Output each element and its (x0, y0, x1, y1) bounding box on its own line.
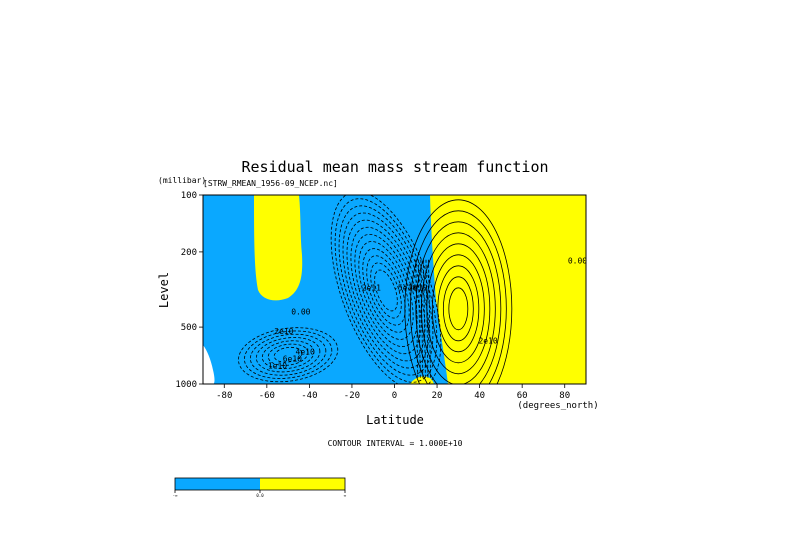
contour-negative (244, 330, 333, 379)
y-tick-label: 1000 (175, 380, 197, 390)
x-tick-label: -80 (216, 391, 232, 401)
contour-label: -5e10 (393, 283, 417, 292)
contour-label: 2e10 (478, 336, 497, 345)
y-tick-label: 100 (181, 191, 197, 201)
x-tick-label: 80 (559, 391, 570, 401)
contour-negative (420, 259, 424, 380)
contour-negative (330, 195, 442, 384)
y-tick-label: 200 (181, 248, 197, 258)
colorbar-negative (175, 478, 260, 490)
contour-positive (420, 232, 496, 384)
contour-label: 6e10 (283, 354, 302, 363)
contour-negative (423, 259, 426, 380)
contour-negative (366, 255, 406, 326)
positive-fill-region-southwest (203, 345, 215, 384)
x-tick-label: 40 (474, 391, 485, 401)
x-tick-label: 0 (392, 391, 397, 401)
contour-lines (238, 195, 513, 384)
contour-label: -2e11 (357, 283, 381, 292)
contour-label: 4e10 (296, 348, 315, 357)
chart-subtitle: [STRW_RMEAN_1956-09_NCEP.nc] (203, 179, 338, 188)
x-axis-label: Latitude (366, 413, 424, 427)
x-tick-label: -20 (344, 391, 360, 401)
contour-negative (362, 248, 410, 333)
contour-positive (437, 265, 480, 353)
contour-negative (267, 343, 309, 366)
contour-negative (358, 241, 414, 340)
x-tick-label: 20 (432, 391, 443, 401)
contour-negative (255, 337, 321, 373)
contour-negative (425, 259, 429, 380)
contour-negative (238, 327, 339, 383)
contour-label: 0.00 (291, 308, 310, 317)
x-tick-label: 60 (517, 391, 528, 401)
y-ticks: 100 200 500 1000 (175, 191, 203, 390)
colorbar: -∞ 0.0 ∞ (173, 477, 347, 498)
contour-positive (442, 276, 474, 342)
x-units: (degrees_north) (517, 401, 598, 411)
contour-negative (428, 259, 431, 380)
x-tick-label: -40 (301, 391, 317, 401)
colorbar-label-mid: 0.0 (256, 493, 264, 498)
contour-label: 2e10 (408, 283, 427, 292)
contour-negative (350, 226, 422, 355)
contour-negative (415, 259, 419, 380)
contour-negative (417, 259, 421, 380)
contour-positive (409, 210, 507, 384)
contour-label: 1e10 (268, 362, 287, 371)
colorbar-positive (260, 478, 345, 490)
contour-negative (374, 269, 398, 312)
positive-fill-region-east (430, 195, 586, 384)
contour-negative (354, 233, 418, 347)
y-units: (millibar) (158, 176, 206, 185)
colorbar-label-max: ∞ (344, 493, 347, 498)
contour-negative (338, 205, 434, 376)
contour-positive (431, 254, 485, 364)
contour-positive (404, 199, 513, 384)
contour-negative (370, 262, 402, 319)
contour-positive (426, 243, 491, 375)
contour-interval: CONTOUR INTERVAL = 1.000E+10 (328, 439, 463, 448)
contour-label: 2e10 (274, 327, 293, 336)
contour-label: 0.00 (568, 256, 587, 265)
positive-fill-region-north-upper (254, 195, 303, 301)
contour-positive (415, 221, 502, 384)
contour-negative (249, 333, 327, 376)
y-tick-label: 500 (181, 323, 197, 333)
x-ticks: -80 -60 -40 -20 0 20 40 60 80 (216, 384, 570, 401)
y-axis-label: Level (157, 272, 171, 308)
contour-negative (273, 346, 303, 363)
chart-title: Residual mean mass stream function (241, 158, 548, 176)
colorbar-label-min: -∞ (173, 493, 178, 498)
x-tick-label: -60 (259, 391, 275, 401)
contour-positive (448, 287, 469, 331)
contour-negative (261, 340, 315, 370)
